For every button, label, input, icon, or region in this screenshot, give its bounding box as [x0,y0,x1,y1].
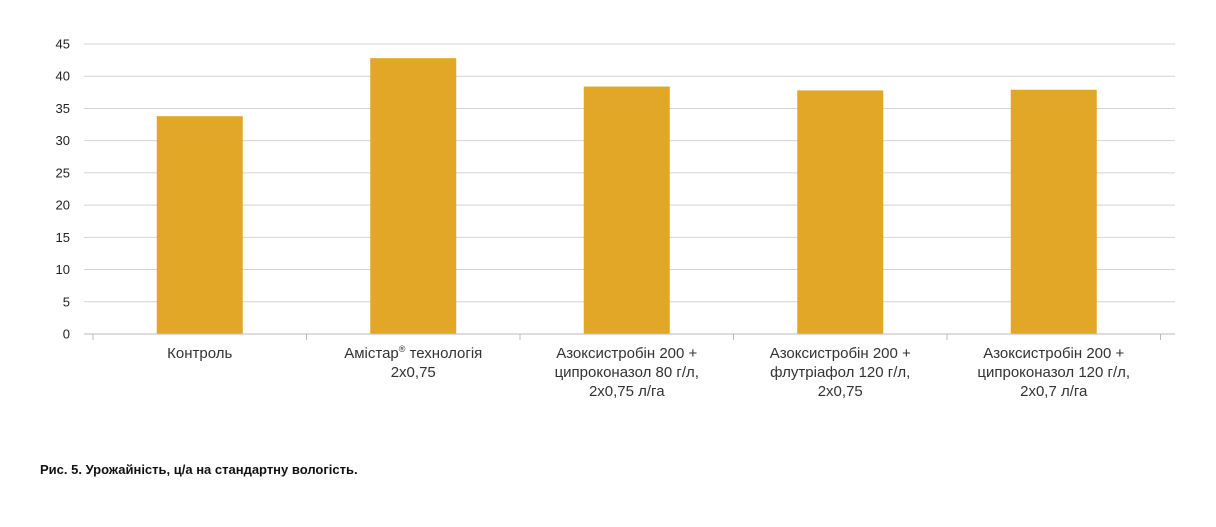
category-label-4: Азоксистробін 200 + флутріафол 120 г/л, 2х… [770,345,911,400]
y-tick-label: 0 [63,327,70,342]
bar-1 [156,116,243,334]
x-axis-category-labels: Контроль Амістар® технологія 2х0,75 Азоксис… [167,344,1130,400]
y-tick-label: 15 [56,230,70,245]
figure-caption: Рис. 5. Урожайність, ц/а на стандартну в… [40,462,358,477]
category-label-3: Азоксистробін 200 + ципроконазол 80 г/л, 2… [555,345,699,400]
bars [156,58,1097,335]
y-tick-label: 30 [56,133,70,148]
y-tick-label: 40 [56,69,70,84]
bar-5 [1010,89,1097,334]
y-tick-label: 5 [63,294,70,309]
bar-4 [797,90,884,335]
bar-3 [583,86,670,335]
y-tick-label: 20 [56,198,70,213]
y-tick-label: 35 [56,101,70,116]
y-tick-label: 10 [56,262,70,277]
bar-2 [370,58,457,335]
y-tick-label: 25 [56,165,70,180]
category-label-1: Контроль [167,345,232,362]
category-label-2: Амістар® технологія 2х0,75 [344,344,482,381]
y-axis-tick-labels: 0 5 10 15 20 25 30 35 40 45 [56,37,70,342]
y-tick-label: 45 [56,37,70,52]
x-axis [84,333,1175,340]
category-label-5: Азоксистробін 200 + ципроконазол 120 г/л,… [977,345,1130,400]
yield-bar-chart: 0 5 10 15 20 25 30 35 40 45 Контроль Амістар® техн… [56,37,1175,400]
